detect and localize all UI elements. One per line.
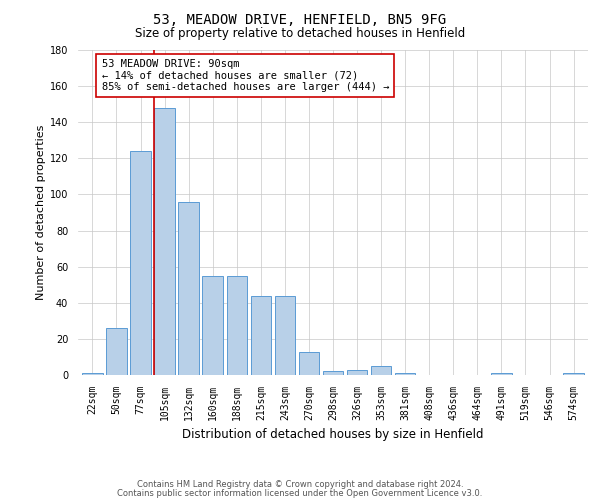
Text: Contains HM Land Registry data © Crown copyright and database right 2024.: Contains HM Land Registry data © Crown c… <box>137 480 463 489</box>
Text: 53 MEADOW DRIVE: 90sqm
← 14% of detached houses are smaller (72)
85% of semi-det: 53 MEADOW DRIVE: 90sqm ← 14% of detached… <box>101 59 389 92</box>
X-axis label: Distribution of detached houses by size in Henfield: Distribution of detached houses by size … <box>182 428 484 442</box>
Text: 53, MEADOW DRIVE, HENFIELD, BN5 9FG: 53, MEADOW DRIVE, HENFIELD, BN5 9FG <box>154 12 446 26</box>
Bar <box>563 373 584 375</box>
Bar <box>178 202 199 375</box>
Bar <box>202 276 223 375</box>
Text: Contains public sector information licensed under the Open Government Licence v3: Contains public sector information licen… <box>118 488 482 498</box>
Bar <box>299 352 319 375</box>
Bar <box>491 373 512 375</box>
Bar <box>227 276 247 375</box>
Bar <box>251 296 271 375</box>
Bar <box>82 373 103 375</box>
Y-axis label: Number of detached properties: Number of detached properties <box>35 125 46 300</box>
Bar <box>106 328 127 375</box>
Text: Size of property relative to detached houses in Henfield: Size of property relative to detached ho… <box>135 28 465 40</box>
Bar <box>323 372 343 375</box>
Bar <box>130 151 151 375</box>
Bar <box>371 366 391 375</box>
Bar <box>154 108 175 375</box>
Bar <box>347 370 367 375</box>
Bar <box>275 296 295 375</box>
Bar <box>395 373 415 375</box>
